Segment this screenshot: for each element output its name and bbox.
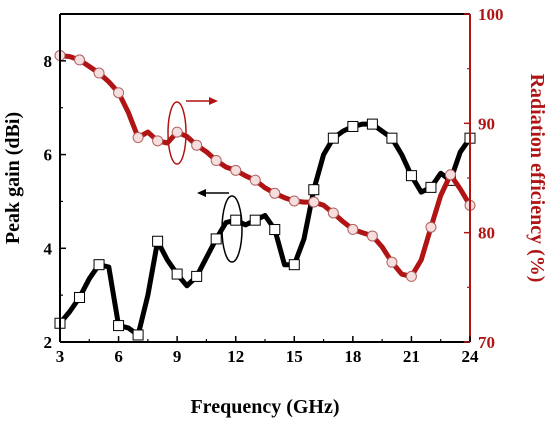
efficiency-marker-circle <box>191 139 203 151</box>
gain-marker-square <box>74 291 86 303</box>
gain-marker-square <box>113 320 125 332</box>
gain-marker-square <box>230 214 242 226</box>
efficiency-marker-circle <box>444 169 456 181</box>
efficiency-marker-circle <box>386 256 398 268</box>
x-tick-label: 21 <box>403 347 420 366</box>
gain-marker-square <box>132 329 144 341</box>
annotation-layer <box>167 97 243 263</box>
right-y-tick-label: 70 <box>478 333 495 352</box>
efficiency-marker-circle <box>113 87 125 99</box>
efficiency-marker-circle <box>269 187 281 199</box>
gain-marker-square <box>405 170 417 182</box>
right-y-tick-label: 100 <box>478 5 504 24</box>
gain-marker-square <box>347 120 359 132</box>
gain-marker-square <box>191 270 203 282</box>
gain-marker-square <box>152 235 164 247</box>
gain-annotation-ellipse <box>221 195 243 263</box>
x-tick-label: 12 <box>227 347 244 366</box>
x-tick-label: 3 <box>56 347 65 366</box>
efficiency-marker-circle <box>249 174 261 186</box>
efficiency-marker-circle <box>347 223 359 235</box>
efficiency-marker-circle <box>74 54 86 66</box>
gain-marker-square <box>308 184 320 196</box>
x-tick-label: 18 <box>344 347 361 366</box>
efficiency-marker-circle <box>366 230 378 242</box>
efficiency-marker-circle <box>93 67 105 79</box>
right-y-tick-label: 90 <box>478 114 495 133</box>
gain-marker-square <box>171 268 183 280</box>
x-axis-title: Frequency (GHz) <box>190 396 339 418</box>
left-y-axis-title: Peak gain (dBi) <box>2 112 24 244</box>
efficiency-marker-circle <box>425 221 437 233</box>
right-axis-arrowhead <box>209 97 218 105</box>
efficiency-marker-circle <box>230 164 242 176</box>
x-tick-label: 24 <box>462 347 480 366</box>
efficiency-annotation-ellipse <box>167 101 187 165</box>
left-y-tick-label: 6 <box>44 146 53 165</box>
efficiency-marker-circle <box>210 155 222 167</box>
efficiency-marker-circle <box>405 270 417 282</box>
gain-marker-square <box>210 233 222 245</box>
efficiency-marker-circle <box>132 132 144 144</box>
efficiency-marker-circle <box>327 207 339 219</box>
gain-series-line <box>58 121 473 338</box>
gain-marker-square <box>327 132 339 144</box>
gain-marker-square <box>93 259 105 271</box>
efficiency-series-line <box>59 53 473 279</box>
x-tick-label: 9 <box>173 347 182 366</box>
efficiency-marker-circle <box>171 126 183 138</box>
efficiency-marker-circle <box>308 196 320 208</box>
efficiency-marker-circle <box>288 195 300 207</box>
gain-marker-square <box>288 259 300 271</box>
gain-marker-square <box>366 118 378 130</box>
left-axis-arrowhead <box>197 189 206 197</box>
x-tick-label: 6 <box>114 347 123 366</box>
gain-marker-square <box>425 181 437 193</box>
right-y-tick-label: 80 <box>478 224 495 243</box>
x-tick-label: 15 <box>286 347 303 366</box>
gain-marker-square <box>386 132 398 144</box>
left-y-tick-label: 4 <box>44 239 53 258</box>
left-y-tick-label: 8 <box>44 52 53 71</box>
gain-marker-square <box>249 214 261 226</box>
gain-marker-square <box>269 224 281 236</box>
efficiency-marker-circle <box>152 135 164 147</box>
right-y-axis-title: Radiation efficiency (%) <box>526 74 548 283</box>
series-layer <box>54 50 476 341</box>
left-y-tick-label: 2 <box>44 333 53 352</box>
